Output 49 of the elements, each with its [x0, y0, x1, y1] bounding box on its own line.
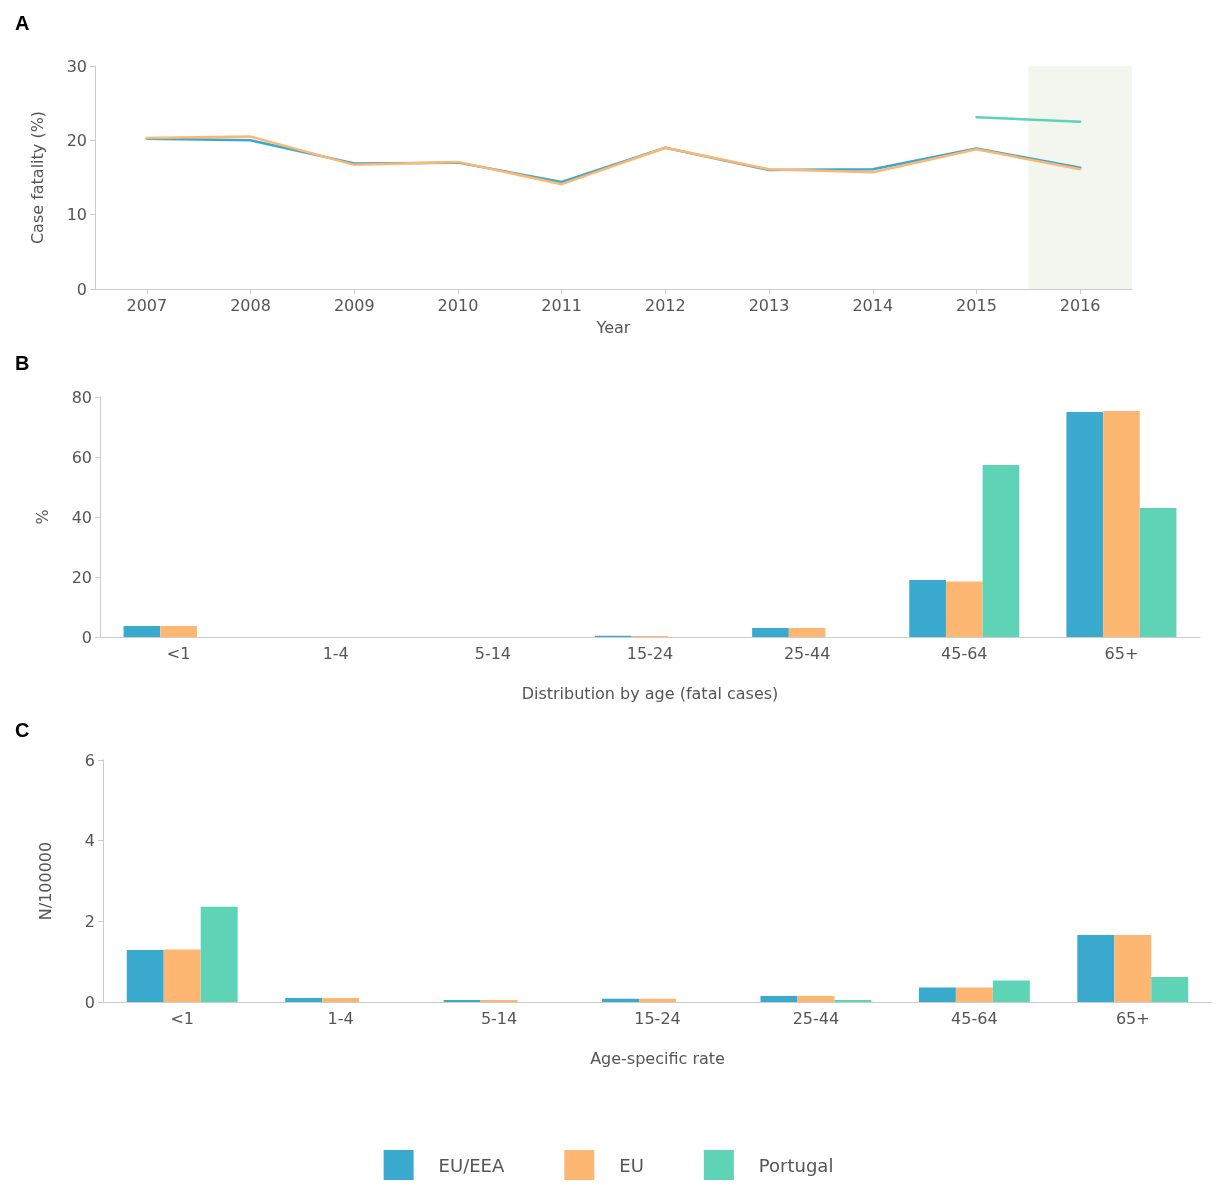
y-tick-label: 2 — [84, 911, 95, 931]
x-tick-label: 2013 — [748, 295, 790, 315]
x-tick-label: 2011 — [541, 295, 583, 315]
x-tick-label: 2009 — [333, 295, 375, 315]
y-axis-title: N/100000 — [35, 841, 55, 921]
y-tick-label: 0 — [84, 992, 95, 1012]
y-tick-label: 10 — [66, 205, 87, 225]
y-tick-label: 6 — [84, 750, 95, 770]
x-tick-label: 15-24 — [626, 643, 674, 663]
y-axis-title: Case fatality (%) — [27, 110, 47, 245]
x-tick-label: 2007 — [126, 295, 168, 315]
x-tick-label: <1 — [166, 643, 191, 663]
x-tick-label: 65+ — [1115, 1008, 1150, 1028]
x-axis-title: Distribution by age (fatal cases) — [521, 683, 779, 703]
legend-label: EU — [619, 1154, 644, 1176]
y-tick-label: 4 — [84, 831, 95, 851]
x-tick-label: 2015 — [956, 295, 997, 315]
x-tick-label: 2008 — [230, 295, 271, 315]
x-tick-label: 1-4 — [322, 643, 349, 663]
y-axis-title: % — [32, 509, 52, 525]
y-tick-label: 30 — [66, 56, 87, 76]
y-tick-label: 0 — [76, 279, 87, 299]
x-tick-label: 5-14 — [474, 643, 512, 663]
x-tick-label: 2010 — [437, 295, 479, 315]
legend-label: EU/EEA — [438, 1154, 505, 1176]
y-tick-label: 20 — [71, 567, 92, 587]
x-tick-label: 25-44 — [792, 1008, 840, 1028]
y-tick-label: 20 — [66, 130, 87, 150]
chart-title: B — [15, 352, 30, 374]
x-tick-label: 5-14 — [480, 1008, 518, 1028]
x-tick-label: 45-64 — [951, 1008, 998, 1028]
x-tick-label: 65+ — [1104, 643, 1139, 663]
y-tick-label: 0 — [81, 627, 92, 647]
y-tick-label: 80 — [71, 387, 92, 407]
chart-title: C — [15, 719, 30, 741]
chart-title: A — [15, 12, 30, 34]
legend-label: Portugal — [758, 1154, 834, 1176]
x-tick-label: 2014 — [852, 295, 894, 315]
x-tick-label: 1-4 — [327, 1008, 354, 1028]
x-tick-label: 25-44 — [783, 643, 831, 663]
y-tick-label: 60 — [71, 447, 92, 467]
x-tick-label: <1 — [170, 1008, 195, 1028]
x-tick-label: 2016 — [1059, 295, 1101, 315]
y-tick-label: 40 — [71, 507, 92, 527]
x-tick-label: 45-64 — [941, 643, 988, 663]
x-tick-label: 15-24 — [634, 1008, 681, 1028]
x-axis-title: Year — [595, 317, 631, 337]
x-axis-title: Age-specific rate — [590, 1048, 725, 1068]
x-tick-label: 2012 — [644, 295, 686, 315]
